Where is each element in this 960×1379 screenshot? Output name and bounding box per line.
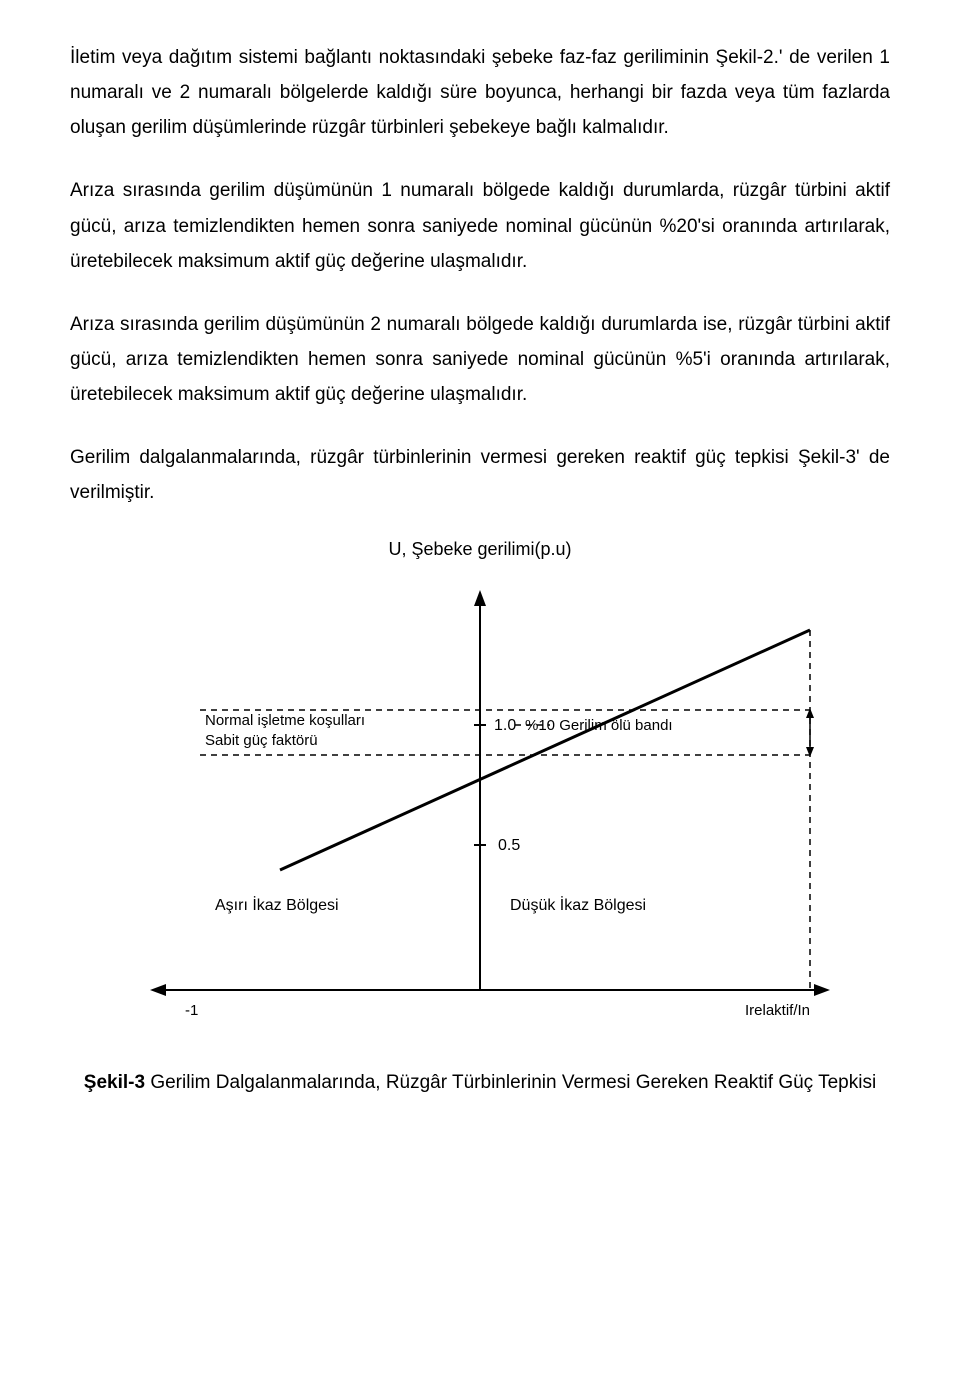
paragraph-4: Gerilim dalgalanmalarında, rüzgâr türbin…: [70, 440, 890, 510]
normal-label-1: Normal işletme koşulları: [205, 712, 365, 729]
paragraph-3: Arıza sırasında gerilim düşümünün 2 numa…: [70, 307, 890, 412]
response-line: [280, 630, 810, 870]
diagram-title: U, Şebeke gerilimi(p.u): [70, 539, 890, 560]
tick-1-0-label: 1.0: [494, 717, 516, 734]
x-neg1-label: -1: [185, 1002, 198, 1019]
normal-label-2: Sabit güç faktörü: [205, 732, 318, 749]
x-axis-label: Irelaktif/In: [745, 1002, 810, 1019]
caption-bold: Şekil-3: [84, 1072, 145, 1093]
figure-caption: Şekil-3 Gerilim Dalgalanmalarında, Rüzgâ…: [70, 1068, 890, 1098]
reactive-power-diagram: 1.0 %10 Gerilim ölü bandı 0.5 Normal işl…: [120, 570, 840, 1050]
deadband-label: %10 Gerilim ölü bandı: [525, 717, 673, 734]
diagram-container: U, Şebeke gerilimi(p.u) 1.0 %10 Gerilim …: [70, 539, 890, 1050]
paragraph-1: İletim veya dağıtım sistemi bağlantı nok…: [70, 40, 890, 145]
tick-0-5-label: 0.5: [498, 837, 520, 854]
region-right-label: Düşük İkaz Bölgesi: [510, 895, 646, 914]
caption-rest: Gerilim Dalgalanmalarında, Rüzgâr Türbin…: [145, 1072, 876, 1093]
y-axis-arrow-icon: [474, 590, 486, 606]
paragraph-2: Arıza sırasında gerilim düşümünün 1 numa…: [70, 173, 890, 278]
x-axis-right-arrow-icon: [814, 984, 830, 996]
x-axis-left-arrow-icon: [150, 984, 166, 996]
region-left-label: Aşırı İkaz Bölgesi: [215, 895, 339, 914]
